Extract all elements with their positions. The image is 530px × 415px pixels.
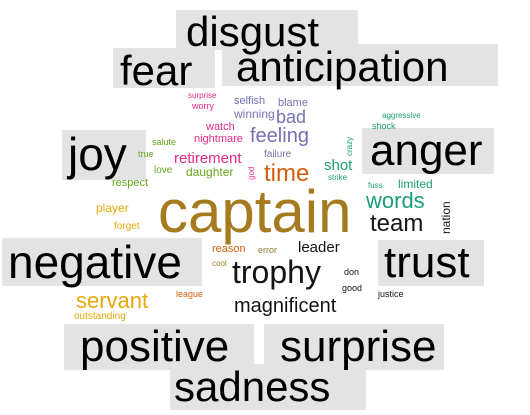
word-positive: positive	[80, 322, 230, 371]
sadness-highlight	[170, 364, 366, 410]
word-surprise: surprise	[280, 322, 437, 371]
word-shock: shock	[372, 121, 396, 131]
word-selfish: selfish	[234, 95, 266, 107]
word-cool: cool	[212, 259, 227, 268]
word-team: team	[370, 210, 424, 237]
trust-highlight	[378, 240, 484, 286]
word-captain: captain	[158, 178, 352, 245]
word-winning: winning	[234, 107, 275, 121]
word-shot: shot	[324, 157, 353, 174]
word-salute: salute	[152, 137, 177, 147]
word-strike: strike	[328, 173, 348, 182]
word-servant: servant	[76, 288, 149, 313]
word-good: good	[342, 283, 363, 293]
anticipation-highlight	[222, 44, 498, 86]
word-leader: leader	[298, 239, 340, 256]
word-forget: forget	[114, 221, 140, 232]
word-failure: failure	[264, 149, 292, 160]
disgust-highlight	[176, 10, 358, 50]
word-fuss: fuss	[368, 181, 383, 190]
word-fear: fear	[120, 47, 193, 94]
word-reason: reason	[212, 243, 246, 255]
word-true: true	[138, 149, 154, 159]
word-error: error	[258, 245, 278, 255]
word-daughter: daughter	[186, 165, 234, 179]
word-retirement: retirement	[174, 150, 242, 167]
word-don: don	[344, 267, 360, 277]
word-sadness: sadness	[174, 363, 331, 410]
word-surprise-small: surprise	[188, 91, 217, 100]
word-respect: respect	[112, 177, 149, 189]
negative-highlight	[2, 238, 202, 286]
word-player: player	[96, 201, 129, 215]
word-joy: joy	[68, 128, 127, 180]
word-disgust: disgust	[186, 8, 320, 55]
anger-highlight	[362, 128, 494, 174]
word-watch: watch	[206, 121, 235, 133]
positive-highlight	[64, 324, 254, 370]
word-anger: anger	[370, 126, 483, 175]
word-worry: worry	[192, 101, 214, 111]
word-love: love	[154, 165, 173, 176]
fear-highlight	[113, 48, 215, 88]
word-trust: trust	[384, 238, 470, 287]
word-anticipation: anticipation	[236, 43, 449, 90]
word-limited: limited	[398, 177, 433, 191]
word-negative: negative	[8, 236, 182, 288]
word-blame: blame	[278, 97, 308, 109]
joy-highlight	[62, 130, 146, 180]
surprise-highlight	[264, 324, 444, 370]
word-magnificent: magnificent	[234, 295, 337, 317]
word-league: league	[176, 289, 204, 299]
word-words: words	[366, 188, 425, 213]
word-feeling: feeling	[250, 125, 309, 147]
word-trophy: trophy	[232, 254, 321, 290]
word-aggressive: aggressive	[382, 111, 421, 120]
word-nightmare: nightmare	[194, 133, 243, 145]
word-nation: nation	[439, 201, 453, 234]
word-justice: justice	[378, 289, 404, 299]
word-god: god	[247, 166, 256, 180]
word-time: time	[264, 160, 310, 187]
word-bad: bad	[276, 107, 307, 127]
word-outstanding: outstanding	[74, 311, 126, 322]
word-crazy: crazy	[345, 136, 354, 156]
